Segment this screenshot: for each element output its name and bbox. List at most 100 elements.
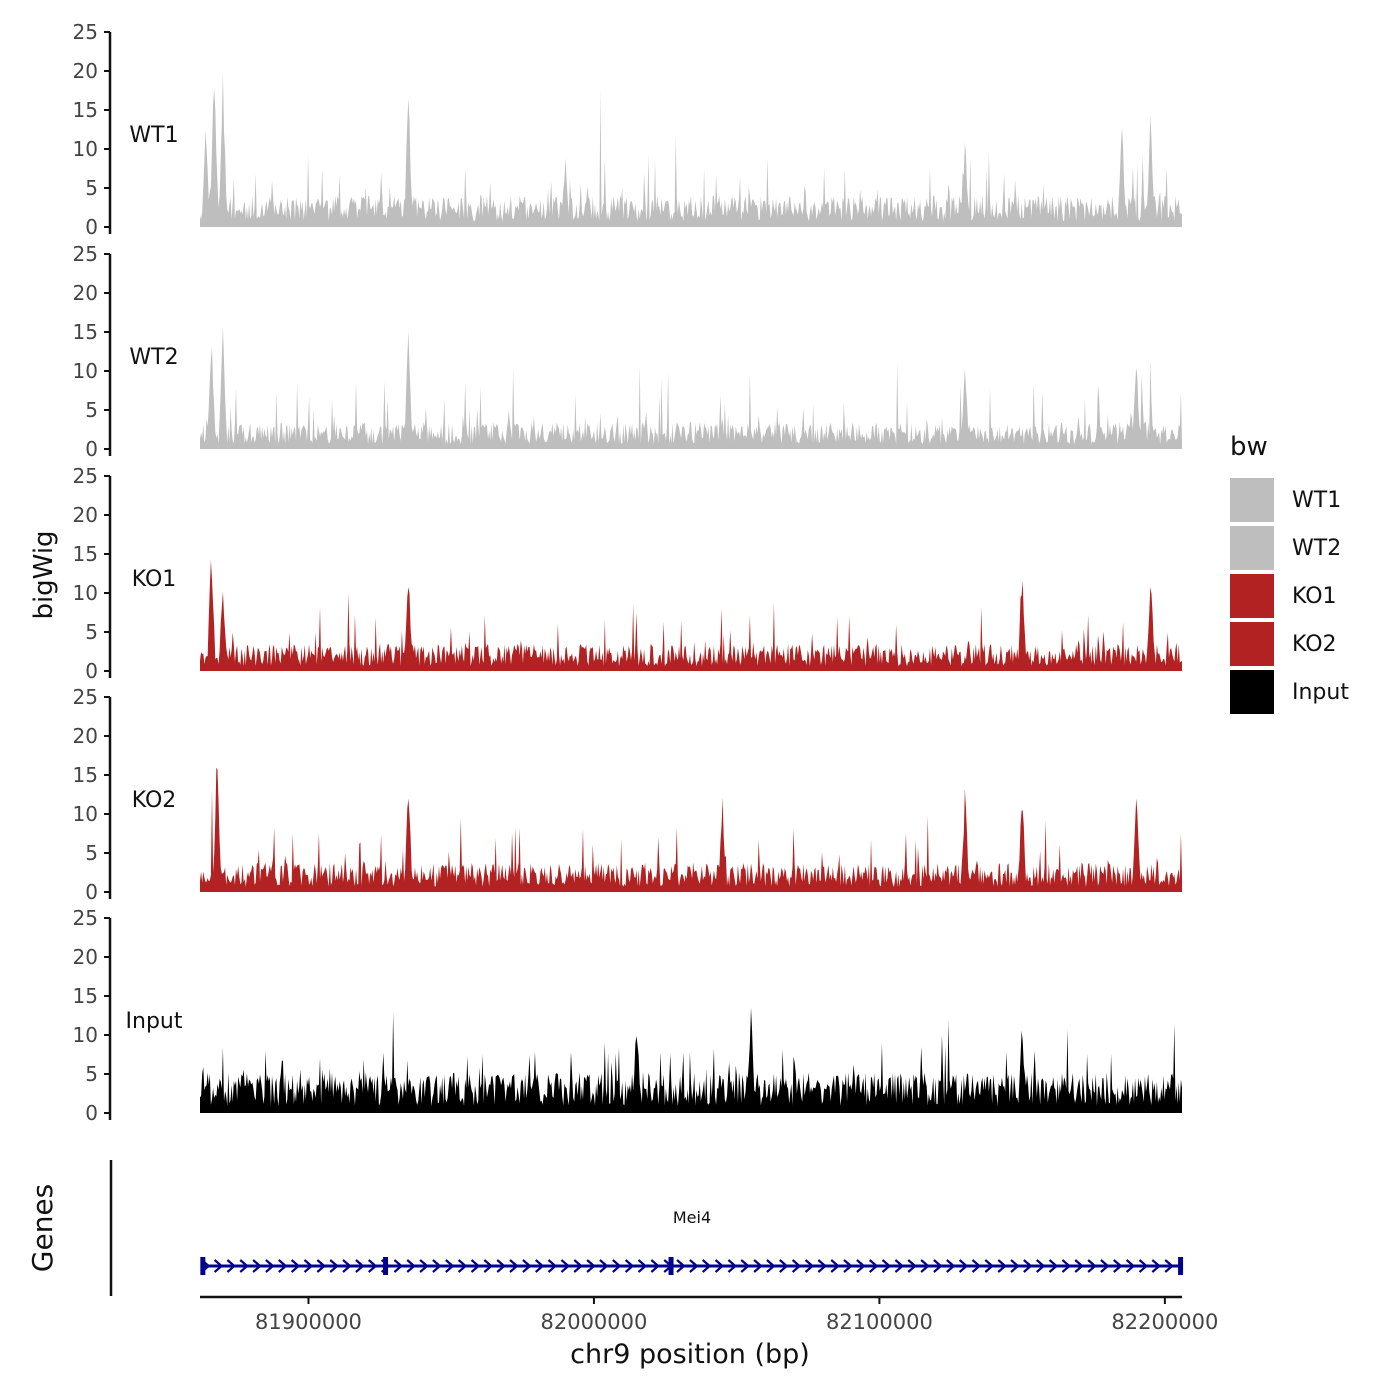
y-tick-label: 25 xyxy=(73,906,98,930)
strand-arrow xyxy=(483,1259,493,1273)
strand-arrow xyxy=(522,1259,532,1273)
strand-arrow xyxy=(650,1259,660,1273)
legend-items: WT1 WT2 KO1 KO2 Input xyxy=(1230,476,1349,716)
strand-arrow xyxy=(303,1259,314,1273)
strand-arrow xyxy=(1023,1259,1033,1273)
strand-arrow xyxy=(984,1259,994,1273)
strand-arrow xyxy=(547,1259,558,1273)
legend: bw WT1 WT2 KO1 KO2 Input xyxy=(1230,432,1349,716)
exon-mark xyxy=(1178,1257,1184,1275)
strand-arrow xyxy=(766,1259,776,1273)
strand-arrow xyxy=(971,1259,982,1273)
y-tick-label: 20 xyxy=(73,724,98,748)
strand-arrow xyxy=(432,1259,442,1273)
strand-arrow xyxy=(367,1259,378,1273)
gene-model xyxy=(200,1257,1184,1275)
y-tick-label: 15 xyxy=(73,320,98,344)
strand-arrow xyxy=(560,1259,571,1273)
y-tick-label: 5 xyxy=(85,176,98,200)
strand-arrow xyxy=(1164,1259,1174,1273)
y-tick-label: 20 xyxy=(73,945,98,969)
strand-arrow xyxy=(676,1259,686,1273)
y-tick-label: 20 xyxy=(73,281,98,305)
strand-arrow xyxy=(1151,1259,1161,1273)
x-tick-label: 82100000 xyxy=(826,1310,933,1334)
tracks-layer xyxy=(200,72,1182,1113)
strand-arrow xyxy=(830,1259,840,1273)
x-tick-label: 81900000 xyxy=(255,1310,362,1334)
strand-arrow xyxy=(1113,1259,1123,1273)
strand-arrow xyxy=(753,1259,763,1273)
legend-swatch xyxy=(1230,574,1274,618)
strand-arrow xyxy=(252,1259,262,1273)
strand-arrow xyxy=(329,1259,339,1273)
strand-arrow xyxy=(624,1259,635,1273)
strand-arrow xyxy=(1125,1259,1136,1273)
strand-arrow xyxy=(1100,1259,1110,1273)
strand-arrow xyxy=(997,1259,1007,1273)
strand-arrow xyxy=(316,1259,326,1273)
strand-arrow xyxy=(226,1259,237,1273)
track-label-ko2: KO2 xyxy=(132,788,177,813)
strand-arrow xyxy=(599,1259,609,1273)
strand-arrow xyxy=(534,1259,545,1273)
y-tick-label: 20 xyxy=(73,59,98,83)
strand-arrow xyxy=(239,1259,249,1273)
legend-swatch xyxy=(1230,526,1274,570)
strand-arrow xyxy=(727,1259,738,1273)
signal-area-ko1 xyxy=(200,560,1182,671)
strand-arrow xyxy=(868,1259,879,1273)
track-label-input: Input xyxy=(126,1009,183,1034)
strand-arrow xyxy=(933,1259,943,1273)
strand-arrow xyxy=(1010,1259,1020,1273)
y-tick-label: 10 xyxy=(73,359,98,383)
y-tick-label: 15 xyxy=(73,98,98,122)
strand-arrow xyxy=(457,1259,468,1273)
legend-title: bw xyxy=(1230,432,1268,462)
legend-swatch xyxy=(1230,622,1274,666)
strand-arrow xyxy=(894,1259,905,1273)
strand-arrow xyxy=(856,1259,866,1273)
exon-mark xyxy=(200,1257,206,1275)
strand-arrow xyxy=(791,1259,802,1273)
y-tick-label: 10 xyxy=(73,1023,98,1047)
y-axis-title: bigWig xyxy=(29,530,59,619)
strand-arrow xyxy=(1074,1259,1084,1273)
y-tick-label: 15 xyxy=(73,984,98,1008)
y-tick-label: 25 xyxy=(73,242,98,266)
strand-arrow xyxy=(1061,1259,1072,1273)
legend-swatch xyxy=(1230,478,1274,522)
y-tick-label: 10 xyxy=(73,581,98,605)
strand-arrow xyxy=(920,1259,930,1273)
y-tick-label: 0 xyxy=(85,659,98,683)
strand-arrow xyxy=(958,1259,969,1273)
strand-arrow xyxy=(573,1259,583,1273)
legend-item-wt1: WT1 xyxy=(1230,476,1349,524)
y-tick-label: 5 xyxy=(85,398,98,422)
y-tick-label: 5 xyxy=(85,1062,98,1086)
exon-mark xyxy=(383,1257,389,1275)
x-tick-label: 82000000 xyxy=(540,1310,647,1334)
strand-arrow xyxy=(612,1259,622,1273)
y-axis-layer: 0510152025051015202505101520250510152025… xyxy=(73,20,112,1125)
y-tick-label: 15 xyxy=(73,763,98,787)
track-label-ko1: KO1 xyxy=(132,567,177,592)
strand-arrow xyxy=(907,1259,917,1273)
legend-label: WT2 xyxy=(1292,535,1342,561)
strand-arrow xyxy=(509,1259,519,1273)
signal-area-wt2 xyxy=(200,327,1182,449)
strand-arrow xyxy=(740,1259,750,1273)
y-tick-label: 0 xyxy=(85,1101,98,1125)
strand-arrow xyxy=(213,1259,224,1273)
y-tick-label: 0 xyxy=(85,437,98,461)
strand-arrow xyxy=(637,1259,648,1273)
legend-label: KO1 xyxy=(1292,583,1337,609)
x-axis-title: chr9 position (bp) xyxy=(570,1339,810,1370)
signal-area-input xyxy=(200,1007,1182,1113)
strand-arrow xyxy=(881,1259,892,1273)
y-tick-label: 10 xyxy=(73,802,98,826)
gene-name-label: Mei4 xyxy=(673,1208,711,1227)
y-tick-label: 5 xyxy=(85,841,98,865)
strand-arrow xyxy=(1087,1259,1097,1273)
